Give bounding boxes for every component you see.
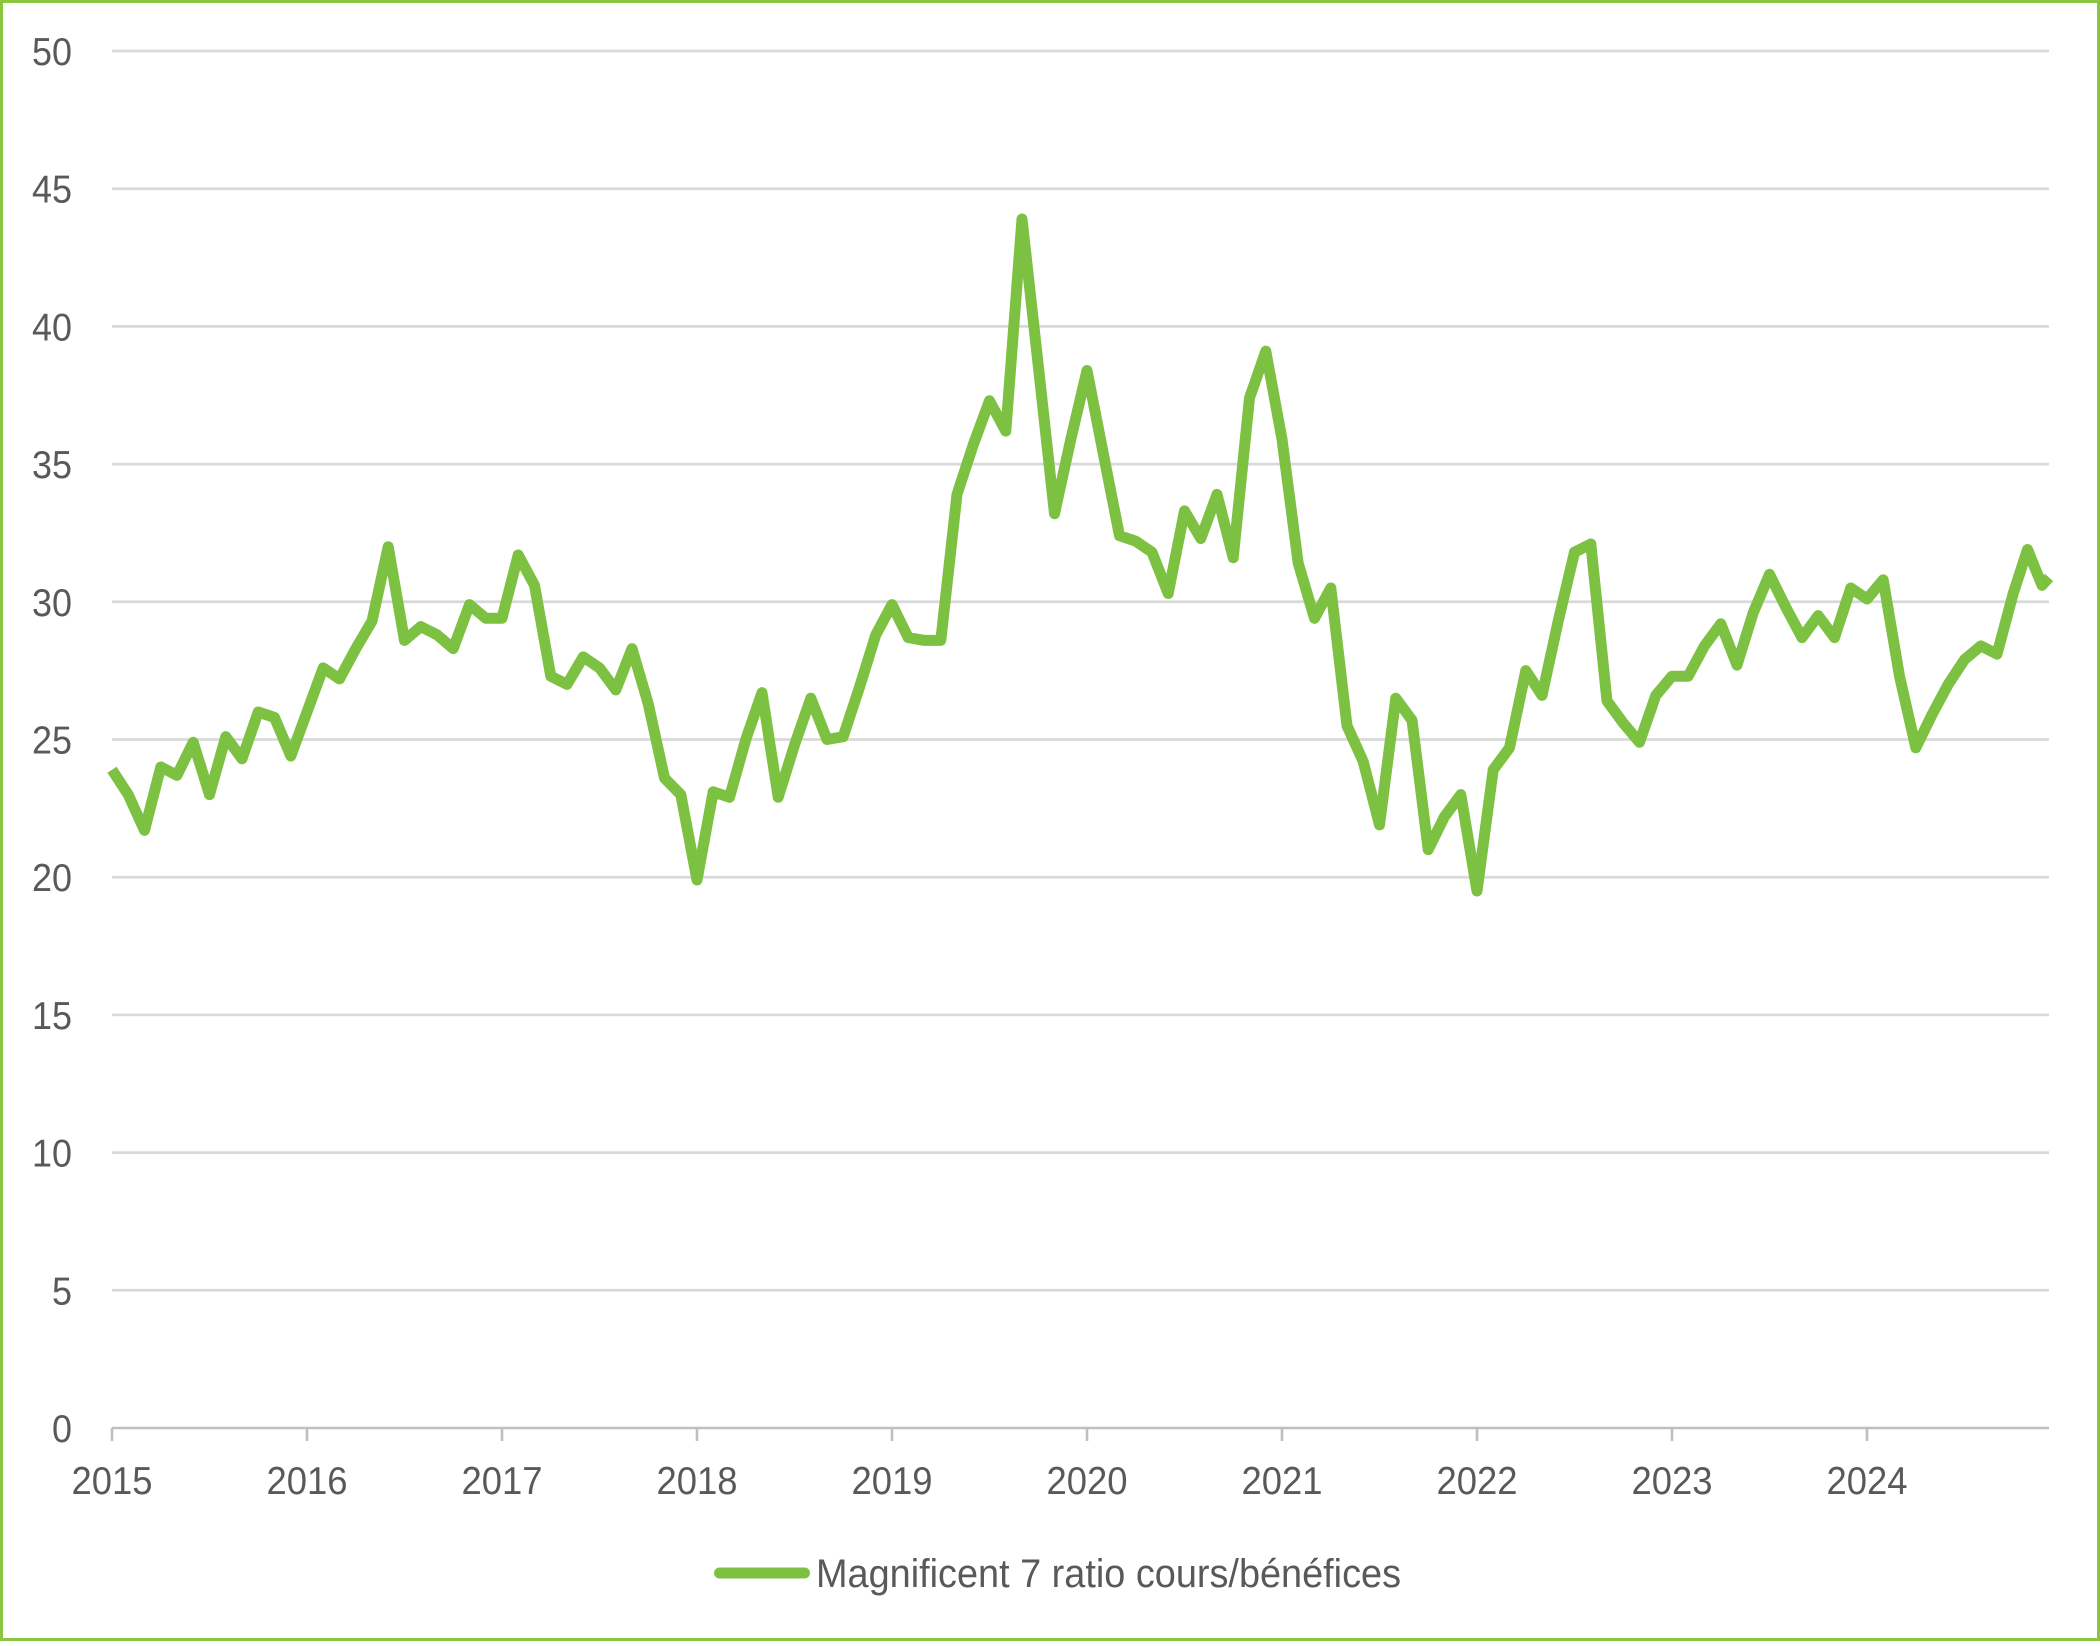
svg-text:15: 15 [32,995,72,1038]
svg-text:2022: 2022 [1437,1460,1518,1503]
svg-text:20: 20 [32,857,72,900]
svg-text:10: 10 [32,1133,72,1176]
svg-text:45: 45 [32,169,72,212]
svg-text:2018: 2018 [657,1460,738,1503]
svg-text:2023: 2023 [1632,1460,1713,1503]
svg-text:Magnificent 7 ratio cours/béné: Magnificent 7 ratio cours/bénéfices [816,1552,1401,1596]
svg-text:50: 50 [32,31,72,74]
svg-text:40: 40 [32,306,72,349]
svg-text:2021: 2021 [1242,1460,1323,1503]
svg-text:2019: 2019 [852,1460,933,1503]
svg-text:2016: 2016 [267,1460,348,1503]
svg-text:5: 5 [52,1270,72,1313]
svg-text:25: 25 [32,720,72,763]
svg-text:2015: 2015 [72,1460,153,1503]
svg-text:2020: 2020 [1047,1460,1128,1503]
svg-text:2024: 2024 [1827,1460,1908,1503]
svg-text:35: 35 [32,444,72,487]
svg-text:0: 0 [52,1408,72,1451]
svg-text:2017: 2017 [462,1460,543,1503]
svg-text:30: 30 [32,582,72,625]
